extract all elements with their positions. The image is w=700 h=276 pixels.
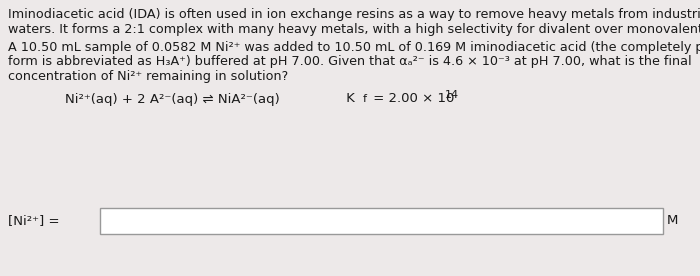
Text: waters. It forms a 2:1 complex with many heavy metals, with a high selectivity f: waters. It forms a 2:1 complex with many… [8,23,700,36]
Text: concentration of Ni²⁺ remaining in solution?: concentration of Ni²⁺ remaining in solut… [8,70,288,83]
Text: K: K [325,92,355,105]
Text: [Ni²⁺] =: [Ni²⁺] = [8,214,60,227]
Text: = 2.00 × 10: = 2.00 × 10 [369,92,454,105]
Text: M: M [667,214,678,227]
Text: f: f [363,94,367,104]
Text: Iminodiacetic acid (IDA) is often used in ion exchange resins as a way to remove: Iminodiacetic acid (IDA) is often used i… [8,8,700,21]
Text: Ni²⁺(aq) + 2 A²⁻(aq) ⇌ NiA²⁻(aq): Ni²⁺(aq) + 2 A²⁻(aq) ⇌ NiA²⁻(aq) [65,92,280,105]
Bar [100,208,663,234]
Text: A 10.50 mL sample of 0.0582 M Ni²⁺ was added to 10.50 mL of 0.169 M iminodiaceti: A 10.50 mL sample of 0.0582 M Ni²⁺ was a… [8,41,700,54]
Text: form is abbreviated as H₃A⁺) buffered at pH 7.00. Given that αₐ²⁻ is 4.6 × 10⁻³ : form is abbreviated as H₃A⁺) buffered at… [8,55,692,68]
Text: 14: 14 [445,89,459,100]
